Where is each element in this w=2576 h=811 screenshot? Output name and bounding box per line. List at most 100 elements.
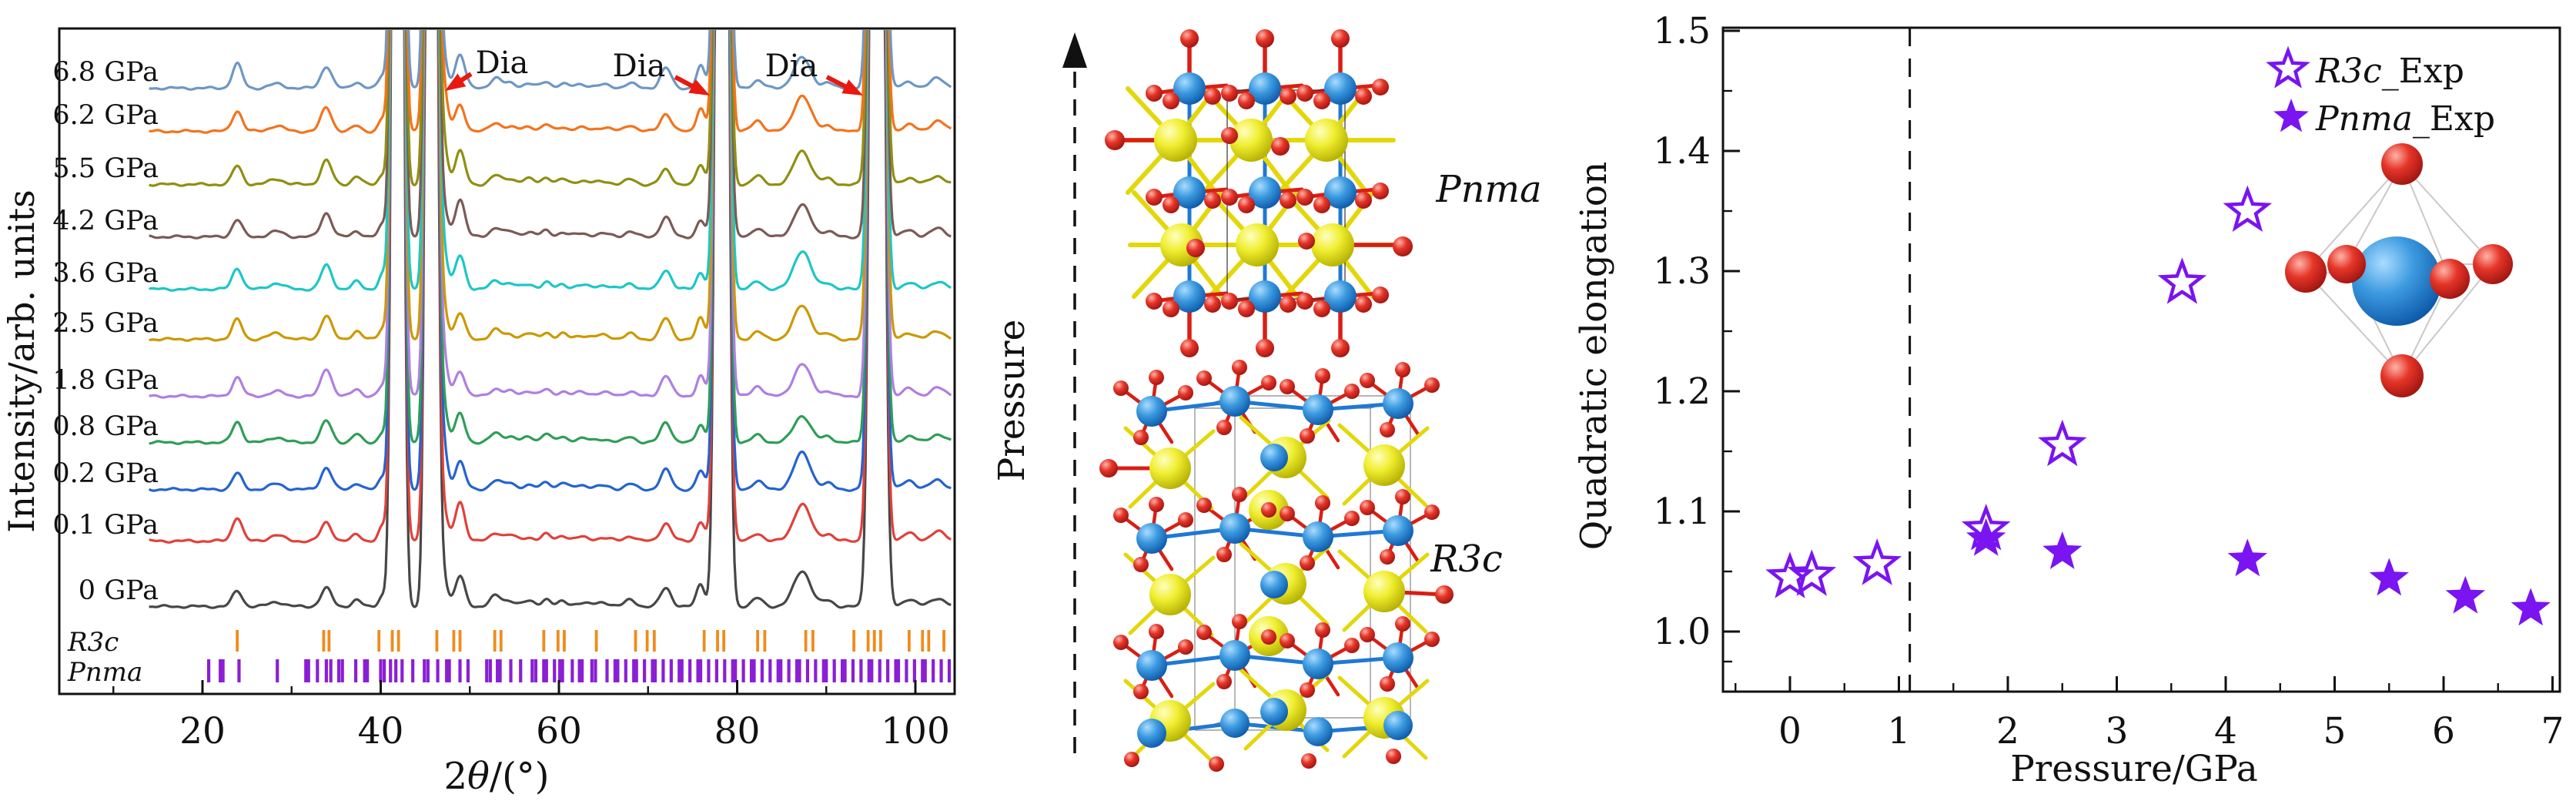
- oxygen-atom: [1355, 192, 1372, 209]
- oxygen-atom: [1238, 92, 1255, 109]
- oxygen-atom: [1261, 375, 1276, 390]
- oxygen-atom: [1163, 92, 1179, 109]
- pressure-curve-label: 1.8 GPa: [52, 365, 159, 396]
- legend-label-r3c: R3c_Exp: [2315, 52, 2464, 91]
- b-site-atom: [1173, 280, 1206, 313]
- inset-oxygen-atom: [2381, 143, 2423, 185]
- oxygen-atom: [1424, 632, 1440, 647]
- b-site-atom: [1249, 72, 1281, 105]
- pressure-curve-label: 0.1 GPa: [52, 510, 159, 541]
- b-site-atom: [1136, 650, 1167, 681]
- xrd-curve-4.2-GPa: [149, 30, 952, 240]
- xrd-curve-5.5-GPa: [149, 30, 952, 187]
- oxygen-atom: [1261, 629, 1276, 645]
- oxygen-atom: [1280, 192, 1296, 209]
- inset-oxygen-atom: [2473, 244, 2513, 284]
- octahedron-inset: [2285, 143, 2513, 397]
- oxygen-atom: [1186, 239, 1205, 257]
- oxygen-atom: [1300, 428, 1315, 444]
- a-site-atom: [1229, 119, 1273, 162]
- oxygen-atom: [1124, 752, 1139, 767]
- oxygen-atom: [1133, 430, 1149, 445]
- y-tick-label: 1.0: [1653, 611, 1711, 653]
- b-site-atom: [1249, 176, 1281, 209]
- oxygen-atom: [1209, 756, 1224, 772]
- oxygen-atom: [1296, 189, 1313, 206]
- structure-label-pnma: Pnma: [1435, 168, 1541, 211]
- oxygen-atom: [1315, 368, 1330, 384]
- oxygen-atom: [1355, 88, 1372, 105]
- oxygen-atom: [1313, 300, 1330, 317]
- oxygen-atom: [1216, 547, 1232, 562]
- oxygen-atom: [1180, 339, 1199, 357]
- b-site-atom: [1173, 72, 1206, 105]
- y-axis-label: Quadratic elongation: [1573, 162, 1615, 551]
- oxygen-atom: [1331, 339, 1350, 357]
- a-site-atom: [1149, 574, 1191, 615]
- oxygen-atom: [1280, 633, 1295, 648]
- oxygen-atom: [1386, 749, 1401, 764]
- oxygen-atom: [1424, 377, 1440, 393]
- b-site-atom: [1260, 698, 1288, 726]
- x-tick-label: 6: [2432, 710, 2455, 752]
- b-site-atom: [1249, 280, 1281, 313]
- structure-label-r3c: R3c: [1430, 538, 1503, 581]
- oxygen-atom: [1300, 682, 1315, 698]
- pnma-exp-point: [2369, 558, 2409, 596]
- oxygen-atom: [1372, 287, 1389, 303]
- pnma-exp-point: [2042, 531, 2083, 569]
- b-site-atom: [1260, 571, 1288, 598]
- oxygen-atom: [1360, 373, 1375, 388]
- oxygen-atom: [1301, 753, 1316, 769]
- oxygen-atom: [1204, 192, 1221, 209]
- oxygen-atom: [1113, 635, 1129, 650]
- y-tick-label: 1.2: [1653, 370, 1711, 413]
- inset-oxygen-atom: [2380, 354, 2424, 397]
- y-axis-label: Intensity/arb. units: [1, 189, 42, 533]
- pressure-curve-label: 6.8 GPa: [52, 57, 159, 88]
- oxygen-atom: [1113, 508, 1129, 523]
- r3c-exp-point: [2157, 257, 2207, 304]
- oxygen-atom: [1113, 380, 1129, 396]
- x-tick-label: 100: [881, 710, 950, 752]
- legend-label-r3c-italic: R3c: [2315, 52, 2382, 91]
- oxygen-atom: [1261, 502, 1276, 518]
- x-tick-label: 40: [358, 710, 404, 752]
- oxygen-atom: [1216, 674, 1232, 689]
- oxygen-atom: [1424, 504, 1440, 520]
- oxygen-atom: [1393, 236, 1413, 256]
- x-tick-label: 60: [536, 710, 582, 752]
- oxygen-atom: [1280, 379, 1295, 394]
- a-site-atom: [1149, 447, 1191, 489]
- oxygen-atom: [1232, 487, 1247, 502]
- pressure-arrow-head: [1062, 32, 1087, 68]
- oxygen-atom: [1344, 638, 1360, 653]
- x-tick-label: 7: [2541, 710, 2564, 752]
- inset-oxygen-atom: [2285, 251, 2327, 293]
- octahedron-edge: [2401, 163, 2494, 265]
- xrd-curve-6.2-GPa: [149, 30, 952, 134]
- quadratic-elongation-panel: 0 1 2 3 4 5 6 7 1.0 1.1 1.2 1.3 1.4 1.5 Pressure/GPa Qu…: [1573, 10, 2564, 790]
- pressure-curve-label: 4.2 GPa: [52, 206, 159, 236]
- oxygen-atom: [1099, 459, 1118, 478]
- a-site-atom: [1363, 444, 1405, 486]
- oxygen-atom: [1344, 384, 1360, 399]
- oxygen-atom: [1372, 79, 1389, 96]
- inset-b-site-atom: [2352, 236, 2441, 326]
- oxygen-atom: [1221, 127, 1238, 144]
- b-site-atom: [1136, 396, 1167, 427]
- r3c-exp-point: [1961, 504, 2011, 551]
- oxygen-atom: [1178, 639, 1193, 655]
- oxygen-atom: [1280, 506, 1295, 521]
- pressure-axis-label: Pressure: [991, 320, 1033, 482]
- oxygen-atom: [1360, 627, 1375, 642]
- x-axis-label: Pressure/GPa: [2010, 748, 2258, 790]
- pressure-curve-label: 3.6 GPa: [52, 258, 159, 289]
- b-site-atom: [1324, 176, 1357, 209]
- diamond-peak-label: Dia: [765, 49, 818, 84]
- x-tick-label: 20: [179, 710, 226, 752]
- oxygen-atom: [1238, 300, 1255, 317]
- y-tick-label: 1.5: [1653, 10, 1711, 52]
- oxygen-atom: [1146, 189, 1163, 206]
- oxygen-atom: [1296, 85, 1313, 102]
